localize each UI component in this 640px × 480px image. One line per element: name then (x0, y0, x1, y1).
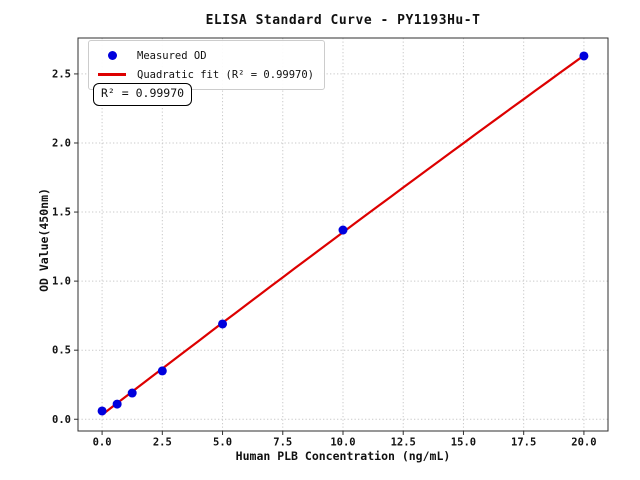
legend-label-quadratic-fit: Quadratic fit (R² = 0.99970) (137, 68, 315, 81)
y-tick-label: 2.0 (52, 137, 71, 149)
x-tick-label: 2.5 (153, 437, 172, 449)
data-point (127, 388, 137, 398)
y-tick-label: 0.0 (52, 414, 71, 426)
data-point (112, 399, 122, 409)
legend: Measured OD Quadratic fit (R² = 0.99970) (88, 40, 326, 90)
x-tick-label: 12.5 (391, 437, 416, 449)
x-tick-label: 20.0 (571, 437, 596, 449)
x-tick-label: 0.0 (93, 437, 112, 449)
x-tick-label: 17.5 (511, 437, 536, 449)
legend-label-measured-od: Measured OD (137, 49, 207, 62)
chart-title: ELISA Standard Curve - PY1193Hu-T (205, 13, 481, 28)
y-tick-label: 1.0 (52, 276, 71, 288)
y-tick-label: 1.5 (52, 207, 71, 219)
x-tick-label: 7.5 (273, 437, 292, 449)
data-point (579, 51, 589, 61)
y-axis-label: OD Value(450nm) (37, 188, 51, 292)
legend-marker-box (97, 51, 127, 60)
fit-line-icon (98, 73, 126, 76)
y-tick-label: 0.5 (52, 345, 71, 357)
y-tick-label: 2.5 (52, 68, 71, 80)
x-tick-label: 10.0 (330, 437, 355, 449)
data-point (97, 406, 107, 416)
data-point (218, 319, 228, 329)
scatter-dot-icon (107, 51, 117, 60)
data-point (338, 225, 348, 235)
legend-marker-box (97, 73, 127, 76)
legend-item-measured-od: Measured OD (97, 46, 314, 65)
x-tick-label: 5.0 (213, 437, 232, 449)
x-tick-label: 15.0 (451, 437, 476, 449)
r-squared-annotation: R² = 0.99970 (93, 83, 193, 106)
data-point (157, 366, 167, 376)
plot-frame (77, 37, 609, 432)
legend-item-quadratic-fit: Quadratic fit (R² = 0.99970) (97, 65, 314, 84)
x-axis-label: Human PLB Concentration (ng/mL) (235, 449, 451, 463)
